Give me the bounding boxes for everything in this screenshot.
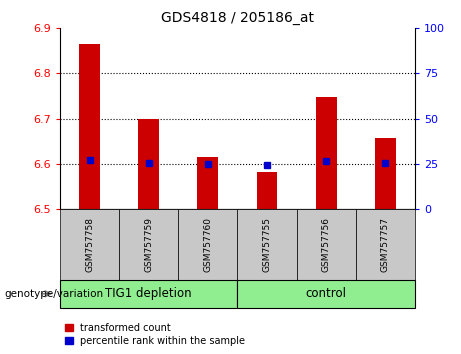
Bar [138,119,159,209]
Bar [257,172,278,209]
Bar [79,44,100,209]
Text: GSM757755: GSM757755 [262,217,272,272]
Text: control: control [306,287,347,300]
Bar [375,138,396,209]
Text: GSM757757: GSM757757 [381,217,390,272]
Text: genotype/variation: genotype/variation [5,289,104,299]
Bar [197,157,218,209]
Bar [316,97,337,209]
Text: GSM757756: GSM757756 [322,217,331,272]
Text: TIG1 depletion: TIG1 depletion [106,287,192,300]
Legend: transformed count, percentile rank within the sample: transformed count, percentile rank withi… [65,323,245,346]
Text: GSM757760: GSM757760 [203,217,213,272]
Text: GSM757759: GSM757759 [144,217,153,272]
Title: GDS4818 / 205186_at: GDS4818 / 205186_at [161,11,314,24]
Text: GSM757758: GSM757758 [85,217,94,272]
